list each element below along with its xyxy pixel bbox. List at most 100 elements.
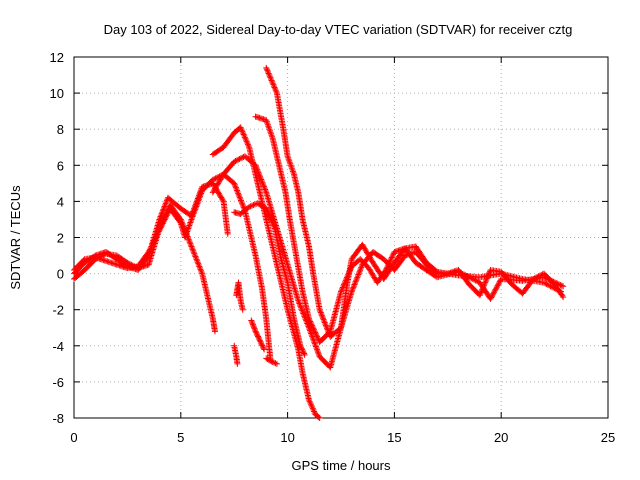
data-point: [191, 252, 198, 259]
data-point: [161, 217, 168, 224]
data-point: [224, 230, 231, 237]
data-point: [253, 165, 260, 172]
data-point: [159, 207, 166, 214]
data-point: [312, 342, 319, 349]
series-track-6: [263, 64, 567, 340]
data-point: [267, 357, 274, 364]
data-point: [193, 203, 200, 210]
data-point: [314, 333, 321, 340]
data-point: [350, 282, 357, 289]
data-point: [308, 321, 315, 328]
data-point: [483, 275, 490, 282]
data-point: [305, 396, 312, 403]
data-point: [387, 257, 394, 264]
data-point: [192, 254, 199, 261]
data-point: [354, 274, 361, 281]
series-fragment-a: [233, 279, 246, 313]
series-fragment-d: [263, 355, 280, 367]
data-point: [157, 213, 164, 220]
data-point: [189, 215, 196, 222]
data-point: [268, 77, 275, 84]
data-point: [195, 260, 202, 267]
data-point: [296, 301, 303, 308]
data-point: [349, 287, 356, 294]
data-point: [195, 262, 202, 269]
data-point: [157, 224, 164, 231]
data-point: [560, 283, 567, 290]
data-point: [191, 207, 198, 214]
data-point: [483, 276, 490, 283]
data-point: [247, 203, 254, 210]
data-point: [300, 310, 307, 317]
data-point: [389, 253, 396, 260]
data-point: [269, 221, 276, 228]
data-point: [176, 218, 183, 225]
data-point: [258, 176, 265, 183]
data-point: [485, 272, 492, 279]
data-point: [309, 334, 316, 341]
data-point: [314, 335, 321, 342]
data-point: [155, 228, 162, 235]
data-point: [240, 203, 247, 210]
data-point: [197, 266, 204, 273]
data-point: [251, 325, 258, 332]
data-point: [305, 323, 312, 330]
data-point: [258, 177, 265, 184]
data-point: [270, 222, 277, 229]
data-point: [250, 324, 257, 331]
data-point: [193, 202, 200, 209]
data-point: [268, 218, 275, 225]
data-point: [236, 155, 243, 162]
data-point: [188, 243, 195, 250]
data-point: [355, 271, 362, 278]
data-point: [153, 232, 160, 239]
data-point: [235, 190, 242, 197]
data-point: [491, 287, 498, 294]
data-point: [156, 227, 163, 234]
data-point: [558, 282, 565, 289]
data-point: [145, 248, 152, 255]
data-point: [235, 156, 242, 163]
data-point: [322, 322, 329, 329]
data-point: [148, 243, 155, 250]
y-tick-label: 6: [57, 158, 64, 173]
data-point: [386, 260, 393, 267]
data-point: [299, 309, 306, 316]
data-point: [299, 347, 306, 354]
x-tick-label: 20: [494, 430, 508, 445]
data-point: [345, 270, 352, 277]
data-point: [267, 215, 274, 222]
data-point: [160, 206, 167, 213]
y-tick-label: 2: [57, 231, 64, 246]
series-fragment-c: [248, 317, 268, 353]
y-tick-label: 10: [50, 86, 64, 101]
data-point: [540, 279, 547, 286]
data-point: [298, 345, 305, 352]
data-point: [356, 268, 363, 275]
data-point: [149, 242, 156, 249]
data-point: [546, 282, 553, 289]
data-point: [321, 318, 328, 325]
data-point: [343, 274, 350, 281]
data-point: [295, 299, 302, 306]
data-point: [196, 264, 203, 271]
data-point: [234, 360, 241, 367]
data-point: [301, 313, 308, 320]
data-point: [157, 225, 164, 232]
data-point: [549, 278, 556, 285]
data-point: [349, 285, 356, 292]
data-point: [191, 209, 198, 216]
data-point: [162, 200, 169, 207]
data-point: [236, 193, 243, 200]
data-point: [233, 157, 240, 164]
data-point: [234, 188, 241, 195]
data-point: [465, 273, 472, 280]
data-point: [350, 284, 357, 291]
data-point: [353, 275, 360, 282]
data-point: [194, 199, 201, 206]
data-point: [163, 212, 170, 219]
data-point: [312, 329, 319, 336]
data-point: [471, 276, 478, 283]
data-point: [305, 315, 312, 322]
